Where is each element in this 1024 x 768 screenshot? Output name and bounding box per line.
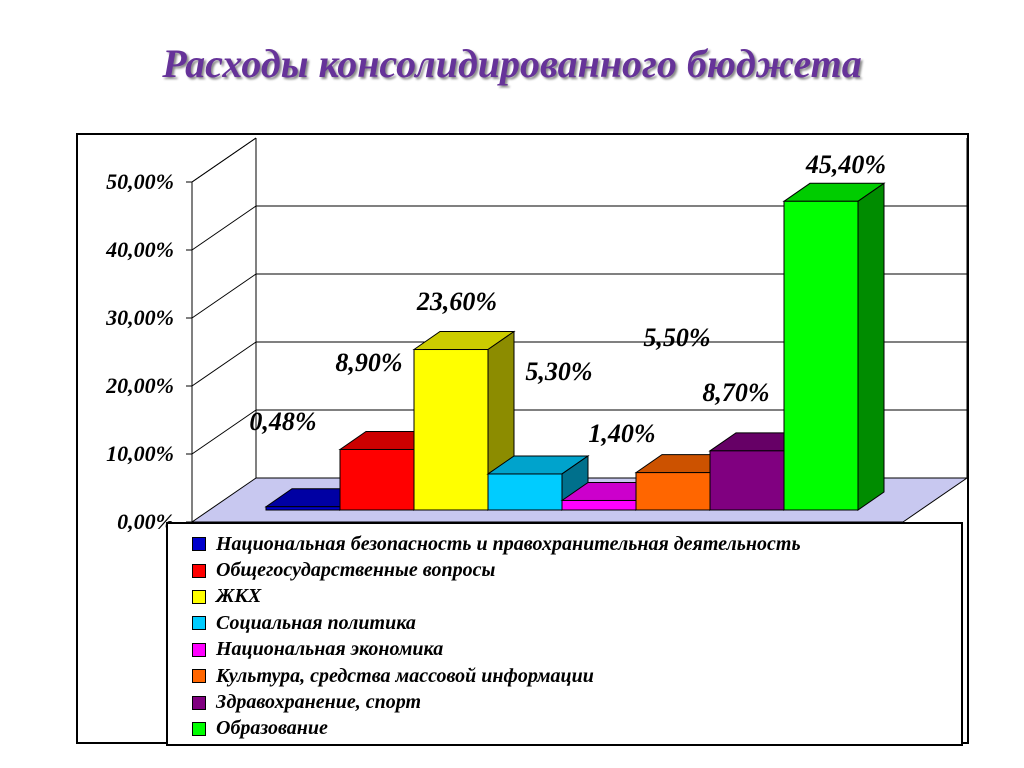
y-tick-label: 10,00% (106, 441, 174, 466)
gridline-side (191, 273, 257, 319)
bar-front (339, 448, 415, 511)
legend-label: Национальная экономика (216, 638, 444, 661)
gridline-side (191, 205, 257, 251)
legend-label: ЖКХ (216, 585, 262, 608)
y-tick-label: 50,00% (106, 169, 174, 194)
data-label: 5,50% (643, 323, 710, 352)
legend-item: Национальная безопасность и правохраните… (192, 531, 961, 557)
y-tick-label: 0,00% (117, 509, 174, 534)
gridline-side (191, 409, 257, 455)
legend-label: Общегосударственные вопросы (216, 559, 496, 582)
bar-front (635, 472, 711, 511)
bar-front (783, 200, 859, 511)
data-label: 0,48% (249, 407, 316, 436)
legend-item: Культура, средства массовой информации (192, 663, 961, 689)
legend-swatch (192, 563, 206, 578)
bar-front (265, 506, 341, 511)
y-tick-label: 30,00% (105, 305, 174, 330)
legend-item: Образование (192, 716, 961, 742)
gridline-side (191, 137, 257, 183)
data-label: 8,70% (702, 378, 769, 407)
data-label: 45,40% (805, 150, 886, 179)
data-label: 23,60% (416, 287, 497, 316)
bar (782, 182, 886, 511)
data-label: 5,30% (525, 357, 592, 386)
y-tick-label: 40,00% (105, 237, 174, 262)
legend-label: Культура, средства массовой информации (216, 664, 594, 687)
bar-side (857, 182, 885, 511)
data-label: 8,90% (335, 348, 402, 377)
bars (264, 182, 886, 511)
legend-item: ЖКХ (192, 584, 961, 610)
legend-item: Социальная политика (192, 610, 961, 636)
legend-swatch (192, 616, 206, 631)
y-tick-label: 20,00% (105, 373, 174, 398)
legend-item: Общегосударственные вопросы (192, 557, 961, 583)
y-axis: 0,00% 10,00% 20,00% 30,00% 40,00% 50,00% (105, 169, 192, 534)
legend-label: Образование (216, 717, 328, 740)
bar-front (709, 450, 785, 511)
legend-label: Национальная безопасность и правохраните… (216, 532, 801, 555)
gridline-side (191, 341, 257, 387)
data-labels: 0,48% 8,90% 23,60% 5,30% 1,40% 5,50% 8,70% 45,4… (249, 150, 886, 448)
legend-swatch (192, 695, 206, 710)
bar-front (561, 499, 637, 511)
legend-item: Здравохранение, спорт (192, 689, 961, 715)
bar-front (487, 473, 563, 511)
legend-label: Здравохранение, спорт (216, 691, 422, 714)
legend-swatch (192, 669, 206, 684)
chart-title: Расходы консолидированного бюджета (162, 41, 862, 86)
legend-item: Национальная экономика (192, 637, 961, 663)
bar (412, 330, 516, 511)
legend-swatch (192, 642, 206, 657)
legend-swatch (192, 589, 206, 604)
data-label: 1,40% (588, 419, 655, 448)
bar-front (413, 349, 489, 511)
legend-label: Социальная политика (216, 611, 416, 634)
legend: Национальная безопасность и правохраните… (166, 522, 963, 746)
legend-swatch (192, 537, 206, 552)
legend-swatch (192, 721, 206, 736)
